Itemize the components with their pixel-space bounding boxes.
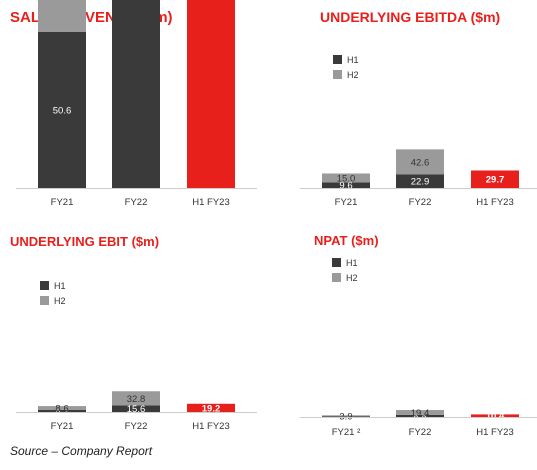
- data-label-h1-fy21: 9.6: [339, 181, 352, 192]
- data-label-h2-fy22: 42.6: [411, 157, 430, 168]
- tick-label-h1-fy23: H1 FY23: [476, 197, 514, 208]
- bar-h1-fy22: [112, 0, 160, 188]
- bar-h2-fy22: [396, 410, 444, 415]
- bar-h2-fy21: [322, 173, 370, 183]
- legend-label-h2: H2: [54, 296, 66, 306]
- legend-swatch-h2: [332, 273, 341, 282]
- data-label-h2-fy21: 15.0: [337, 173, 356, 184]
- bar-h1-fy21: [38, 409, 86, 412]
- chart-title: UNDERLYING EBIT ($m): [10, 234, 159, 249]
- tick-label-fy21: FY21: [335, 197, 358, 208]
- tick-label-h1-fy23: H1 FY23: [192, 421, 230, 432]
- bar-h1-fy21: [322, 416, 370, 417]
- legend-swatch-h2: [333, 70, 342, 79]
- data-label-h2-fy22: 19.4: [411, 408, 430, 419]
- data-label-h1-fy21: 5.2: [55, 406, 68, 417]
- tick-label-fy21: FY21: [51, 421, 74, 432]
- tick-label-fy21: FY21 ²: [332, 427, 361, 438]
- legend-label-h1: H1: [54, 281, 66, 291]
- chart-svg-underlying-ebit: UNDERLYING EBIT ($m) H1 H2 5.28.6 FY21 15.632…: [10, 234, 257, 432]
- data-label-h2-fy22: 32.8: [127, 394, 146, 405]
- bar-h2-fy22: [112, 391, 160, 406]
- legend-label-h2: H2: [347, 70, 359, 80]
- data-label-h1-fy22: 15.6: [127, 404, 146, 415]
- legend-label-h2: H2: [346, 273, 358, 283]
- bar-h1-fy22: [396, 174, 444, 188]
- data-label-h1-h1-fy23: 19.2: [202, 403, 221, 414]
- chart-underlying-ebit: UNDERLYING EBIT ($m) H1 H2 5.2 8.6 FY21 15.6 32…: [0, 225, 268, 440]
- tick-label-fy22: FY22: [125, 197, 148, 208]
- bar-h1-h1-fy23: [471, 170, 519, 188]
- bar-h2-fy22: [396, 149, 444, 175]
- chart-underlying-ebitda: UNDERLYING EBITDA ($m) H1 H2 9.6 15.0 FY21 22.…: [268, 0, 537, 225]
- tick-label-fy22: FY22: [125, 421, 148, 432]
- data-label-h1-fy22: 22.9: [411, 177, 430, 188]
- legend-swatch-h1: [40, 281, 49, 290]
- data-label-h2-fy21: 8.6: [55, 403, 68, 414]
- bar-h1-h1-fy23: [187, 403, 235, 412]
- bar-h2-fy21: [38, 0, 86, 32]
- tick-label-fy22: FY22: [409, 197, 432, 208]
- bar-h1-h1-fy23: [187, 0, 235, 188]
- data-label-h1-fy21: 50.6: [53, 105, 72, 116]
- data-label-h2-fy21: 3.9: [339, 411, 352, 422]
- bar-h1-fy21: [38, 31, 86, 188]
- source-note: Source – Company Report: [10, 444, 153, 458]
- tick-label-h1-fy23: H1 FY23: [476, 427, 514, 438]
- bar-h1-fy21: [322, 182, 370, 188]
- chart-title: UNDERLYING EBITDA ($m): [320, 9, 500, 25]
- tick-label-h1-fy23: H1 FY23: [192, 197, 230, 208]
- legend-label-h1: H1: [347, 55, 359, 65]
- chart-svg-sales-revenue: SALES REVENUE ($m)H1H250.6103.8FY21143.0…: [10, 0, 257, 208]
- bar-h1-h1-fy23: [471, 414, 519, 417]
- tick-label-fy22: FY22: [409, 427, 432, 438]
- legend-label-h1: H1: [346, 258, 358, 268]
- bar-h2-fy21: [38, 406, 86, 410]
- bar-h1-fy22: [396, 414, 444, 417]
- chart-svg-underlying-ebitda: UNDERLYING EBITDA ($m) H1 H2 9.615.0 FY21 22.…: [300, 9, 537, 208]
- bar-h2-fy21: [322, 415, 370, 417]
- legend-swatch-h2: [40, 296, 49, 305]
- chart-sales-revenue: SALES REVENUE ($m)H1H250.6103.8FY21143.0…: [0, 0, 268, 225]
- tick-label-fy21: FY21: [51, 197, 74, 208]
- data-label-h1-fy22: 8.5: [413, 411, 426, 422]
- chart-title: NPAT ($m): [314, 233, 379, 248]
- legend-swatch-h1: [332, 258, 341, 267]
- legend-swatch-h1: [333, 55, 342, 64]
- bar-h1-fy22: [112, 405, 160, 412]
- data-label-h1-h1-fy23: 10.4: [486, 411, 505, 422]
- data-label-h1-h1-fy23: 29.7: [486, 175, 505, 186]
